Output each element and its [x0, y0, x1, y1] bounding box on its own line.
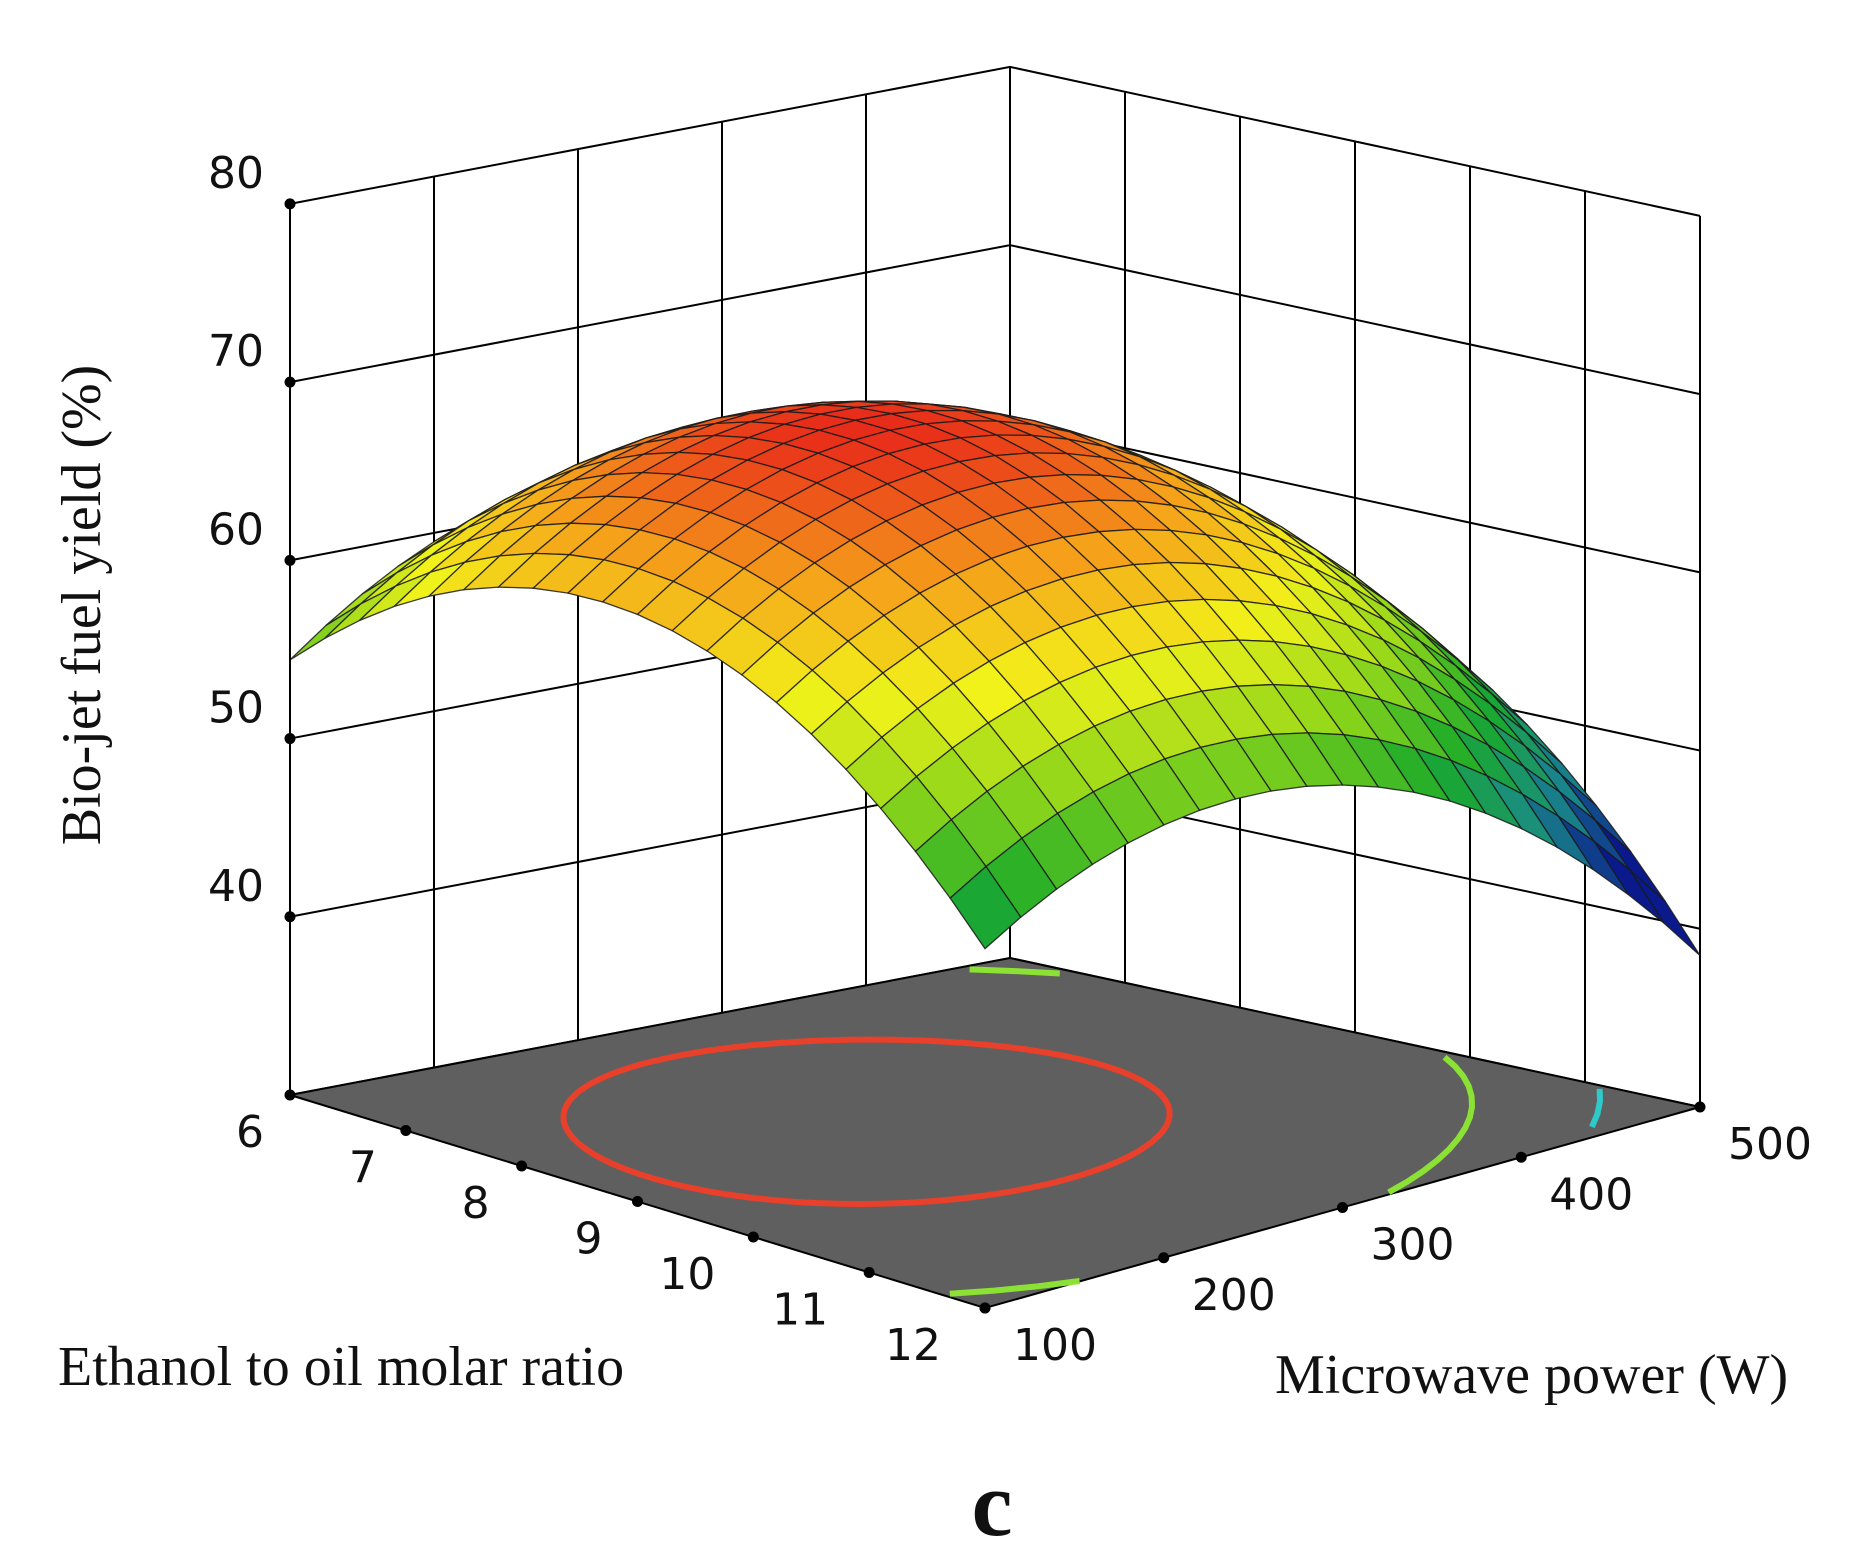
x-axis-title: Ethanol to oil molar ratio — [58, 1336, 624, 1398]
x-tick-label: 7 — [349, 1143, 377, 1194]
floor-contour-plane — [289, 956, 1701, 1310]
z-tick-label: 60 — [208, 504, 264, 555]
z-tick-mark — [284, 733, 296, 745]
x-tick-mark — [400, 1125, 412, 1136]
surface-cell — [324, 585, 396, 639]
x-tick-mark — [516, 1160, 528, 1172]
x-tick-label: 11 — [772, 1285, 828, 1336]
wall-gridline-z — [289, 244, 1701, 396]
panel-label: c — [972, 1453, 1013, 1555]
contour-mid — [949, 966, 1476, 1297]
z-axis-title: Bio-jet fuel yield (%) — [51, 365, 113, 846]
response-surface — [289, 400, 1701, 956]
y-tick-label: 400 — [1549, 1169, 1633, 1220]
y-tick-mark — [1158, 1252, 1170, 1264]
y-tick-mark — [979, 1302, 991, 1314]
y-tick-mark — [1337, 1202, 1348, 1213]
surface-cell — [289, 603, 362, 661]
x-tick-mark — [632, 1196, 643, 1207]
x-tick-label: 9 — [575, 1214, 603, 1265]
x-tick-label: 12 — [885, 1320, 941, 1371]
x-tick-mark — [863, 1267, 875, 1278]
z-tick-label: 50 — [208, 683, 264, 734]
y-tick-label: 100 — [1013, 1320, 1097, 1371]
y-tick-label: 500 — [1728, 1119, 1812, 1170]
contour-high — [560, 1036, 1173, 1208]
x-tick-mark — [747, 1231, 759, 1243]
z-tick-mark — [284, 376, 296, 388]
axis-ticks: 40 50 60 70 80 6 7 8 9 10 11 12 100 200 300 400 500 — [208, 148, 1812, 1371]
z-tick-mark — [284, 554, 296, 566]
floor-plane — [289, 956, 1701, 1310]
x-tick-label: 6 — [236, 1107, 264, 1158]
x-tick-mark — [284, 1089, 296, 1101]
y-axis-title: Microwave power (W) — [1275, 1344, 1788, 1406]
z-tick-mark — [284, 911, 296, 923]
y-tick-label: 300 — [1371, 1220, 1455, 1271]
surface-cell — [1629, 869, 1701, 956]
z-tick-label: 80 — [208, 148, 264, 199]
x-tick-label: 10 — [659, 1249, 715, 1300]
z-tick-label: 70 — [208, 326, 264, 377]
z-tick-mark — [284, 198, 296, 210]
y-tick-mark — [1694, 1101, 1706, 1113]
x-tick-label: 8 — [462, 1178, 490, 1229]
contour-low — [1589, 1088, 1604, 1129]
z-tick-label: 40 — [208, 861, 264, 912]
y-tick-mark — [1515, 1151, 1527, 1163]
wall-gridline-z — [289, 65, 1701, 217]
y-tick-label: 200 — [1192, 1270, 1276, 1321]
surface-cell — [949, 865, 1022, 950]
